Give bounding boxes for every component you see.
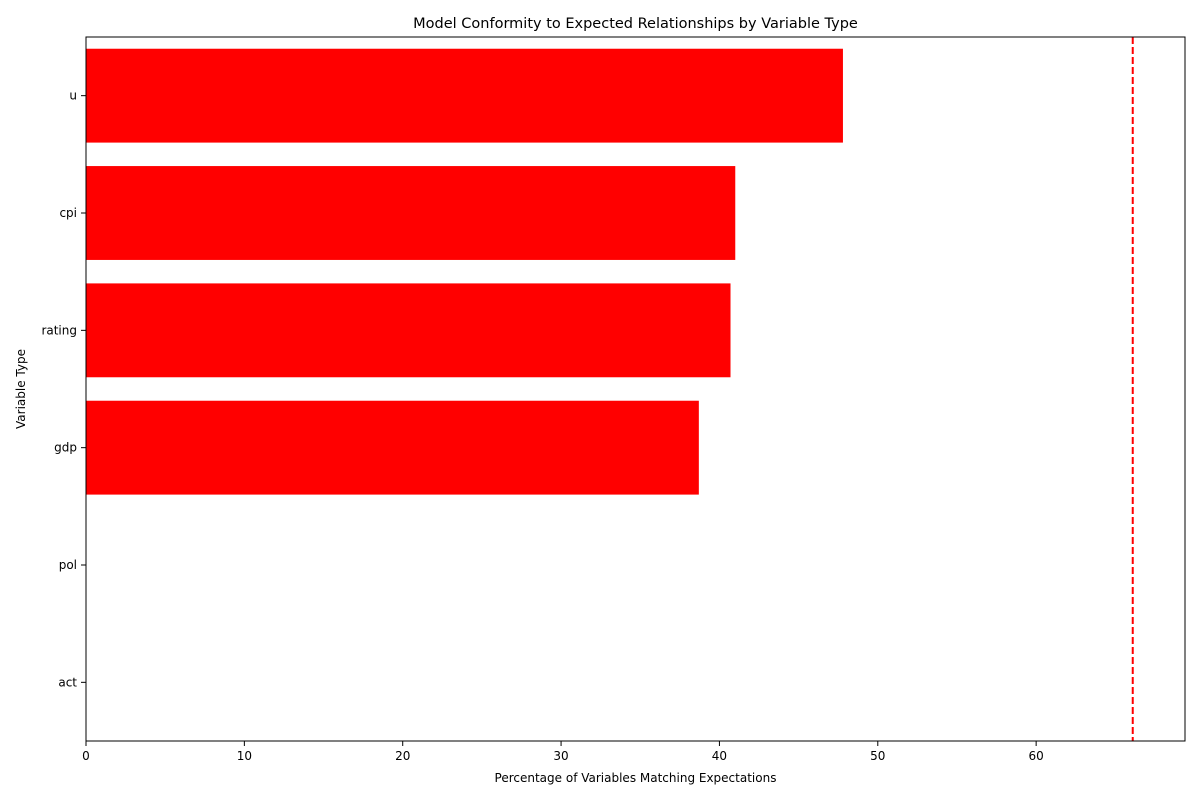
y-tick-label-pol: pol [59, 558, 77, 572]
x-tick-label: 10 [237, 749, 252, 763]
bars-group [86, 48, 843, 495]
x-tick-label: 60 [1029, 749, 1044, 763]
x-axis-label: Percentage of Variables Matching Expecta… [495, 771, 777, 785]
bar-rating [86, 283, 731, 378]
y-axis-ticks: u cpi rating gdp pol act [41, 89, 86, 689]
y-axis-label: Variable Type [14, 349, 28, 429]
x-axis-ticks: 0 10 20 30 40 50 60 [82, 741, 1044, 763]
x-tick-label: 40 [712, 749, 727, 763]
y-tick-label-act: act [58, 675, 77, 689]
chart-title: Model Conformity to Expected Relationshi… [413, 16, 858, 32]
x-tick-label: 0 [82, 749, 90, 763]
x-tick-label: 20 [395, 749, 410, 763]
y-tick-label-cpi: cpi [59, 206, 77, 220]
bar-gdp [86, 400, 699, 495]
y-tick-label-u: u [69, 89, 77, 103]
y-tick-label-rating: rating [41, 323, 77, 337]
plot-frame [85, 36, 1186, 742]
bar-cpi [86, 166, 736, 260]
bar-u [86, 48, 843, 143]
y-tick-label-gdp: gdp [54, 441, 77, 455]
x-tick-label: 30 [553, 749, 568, 763]
x-tick-label: 50 [870, 749, 885, 763]
